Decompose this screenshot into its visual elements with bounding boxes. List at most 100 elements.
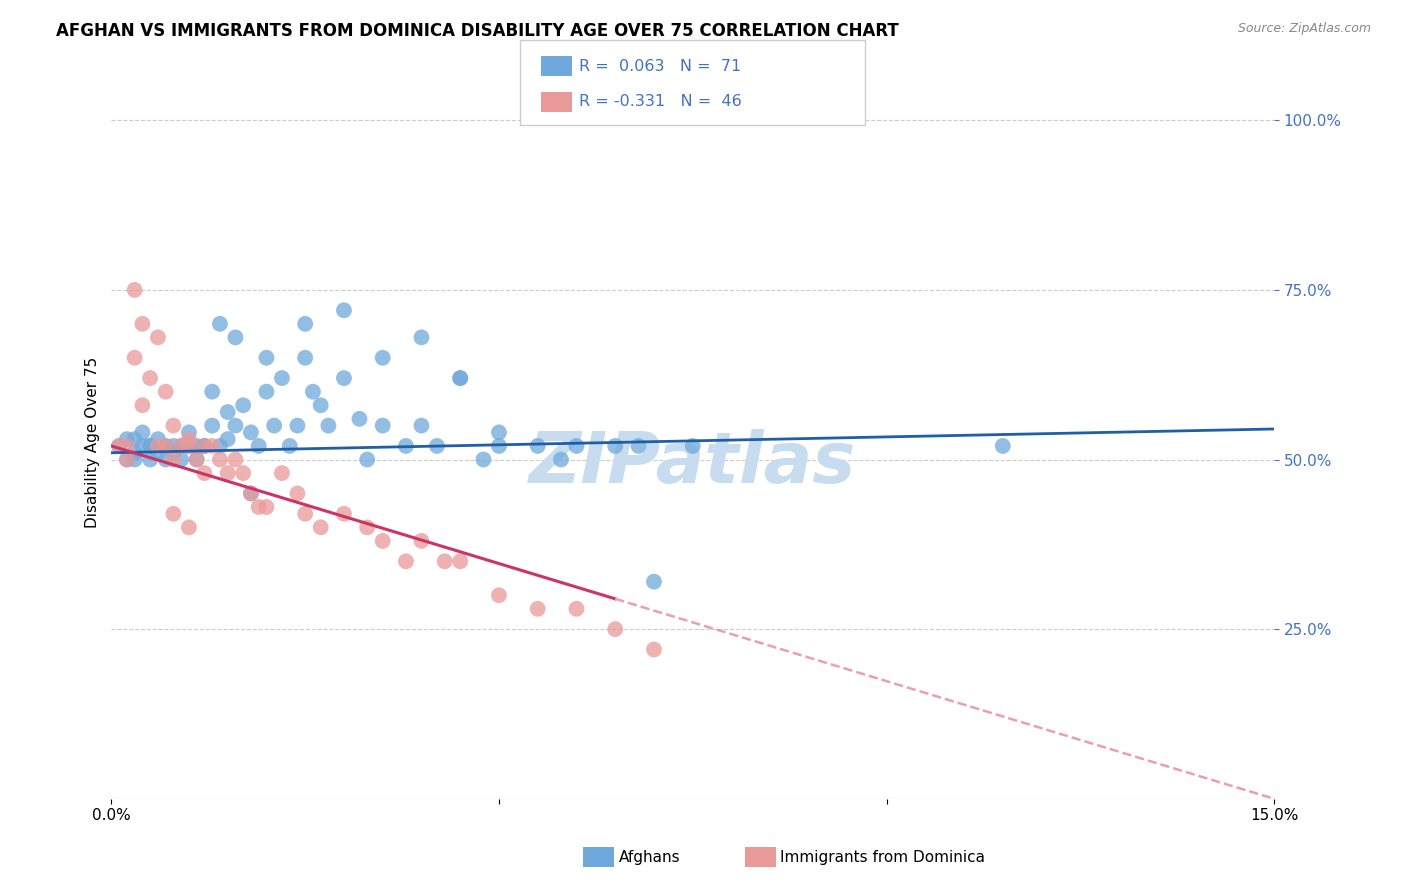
Point — [239, 486, 262, 500]
Point — [356, 520, 378, 534]
Point — [162, 507, 184, 521]
Point — [449, 371, 471, 385]
Point — [131, 425, 153, 440]
Point — [254, 500, 277, 514]
Point — [170, 439, 193, 453]
Point — [526, 439, 548, 453]
Point — [294, 507, 316, 521]
Point — [201, 418, 224, 433]
Point — [162, 439, 184, 453]
Point — [254, 384, 277, 399]
Point — [449, 554, 471, 568]
Text: R =  0.063   N =  71: R = 0.063 N = 71 — [579, 59, 741, 73]
Point — [162, 446, 184, 460]
Point — [146, 439, 169, 453]
Point — [488, 439, 510, 453]
Point — [162, 452, 184, 467]
Point — [177, 439, 200, 453]
Point — [239, 486, 262, 500]
Point — [139, 439, 162, 453]
Point — [162, 418, 184, 433]
Point — [411, 533, 433, 548]
Point — [239, 425, 262, 440]
Point — [433, 554, 456, 568]
Point — [550, 452, 572, 467]
Point — [232, 398, 254, 412]
Text: R = -0.331   N =  46: R = -0.331 N = 46 — [579, 95, 742, 109]
Point — [224, 452, 246, 467]
Point — [395, 554, 418, 568]
Point — [371, 418, 394, 433]
Point — [991, 439, 1014, 453]
Point — [271, 466, 294, 480]
Y-axis label: Disability Age Over 75: Disability Age Over 75 — [86, 357, 100, 528]
Point — [605, 439, 627, 453]
Point — [488, 588, 510, 602]
Point — [177, 432, 200, 446]
Text: Afghans: Afghans — [619, 850, 681, 864]
Point — [186, 439, 208, 453]
Point — [472, 452, 495, 467]
Point — [131, 439, 153, 453]
Text: Source: ZipAtlas.com: Source: ZipAtlas.com — [1237, 22, 1371, 36]
Point — [155, 439, 177, 453]
Point — [155, 384, 177, 399]
Point — [526, 601, 548, 615]
Point — [208, 452, 231, 467]
Point — [287, 486, 309, 500]
Point — [263, 418, 285, 433]
Point — [247, 439, 270, 453]
Point — [565, 601, 588, 615]
Point — [108, 439, 131, 453]
Text: AFGHAN VS IMMIGRANTS FROM DOMINICA DISABILITY AGE OVER 75 CORRELATION CHART: AFGHAN VS IMMIGRANTS FROM DOMINICA DISAB… — [56, 22, 898, 40]
Point — [426, 439, 449, 453]
Point — [294, 351, 316, 365]
Point — [108, 439, 131, 453]
Point — [217, 405, 239, 419]
Point — [146, 330, 169, 344]
Point — [643, 574, 665, 589]
Point — [627, 439, 650, 453]
Point — [411, 418, 433, 433]
Point — [371, 533, 394, 548]
Point — [488, 425, 510, 440]
Point — [124, 432, 146, 446]
Point — [193, 439, 215, 453]
Point — [449, 371, 471, 385]
Point — [177, 439, 200, 453]
Point — [115, 439, 138, 453]
Point — [278, 439, 301, 453]
Point — [302, 384, 325, 399]
Point — [201, 384, 224, 399]
Point — [139, 439, 162, 453]
Point — [186, 452, 208, 467]
Point — [682, 439, 704, 453]
Point — [232, 466, 254, 480]
Point — [124, 283, 146, 297]
Point — [287, 418, 309, 433]
Point — [201, 439, 224, 453]
Point — [115, 432, 138, 446]
Point — [115, 452, 138, 467]
Point — [309, 520, 332, 534]
Point — [193, 466, 215, 480]
Point — [155, 452, 177, 467]
Point — [115, 452, 138, 467]
Point — [131, 317, 153, 331]
Point — [309, 398, 332, 412]
Point — [208, 317, 231, 331]
Point — [333, 371, 356, 385]
Point — [177, 425, 200, 440]
Point — [217, 432, 239, 446]
Point — [131, 398, 153, 412]
Point — [208, 439, 231, 453]
Point — [411, 330, 433, 344]
Point — [186, 452, 208, 467]
Point — [124, 446, 146, 460]
Point — [139, 371, 162, 385]
Point — [193, 439, 215, 453]
Point — [643, 642, 665, 657]
Point — [177, 520, 200, 534]
Point — [605, 622, 627, 636]
Point — [224, 330, 246, 344]
